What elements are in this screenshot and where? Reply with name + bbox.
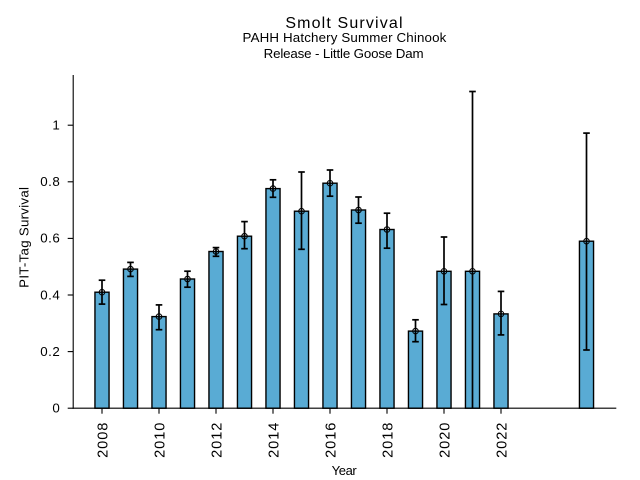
svg-text:2022: 2022 — [494, 422, 510, 458]
svg-text:2016: 2016 — [323, 422, 339, 458]
svg-text:0.6: 0.6 — [40, 231, 60, 246]
svg-text:1: 1 — [52, 118, 60, 133]
svg-text:2012: 2012 — [209, 422, 225, 458]
svg-text:Year: Year — [332, 463, 358, 478]
svg-text:0.4: 0.4 — [40, 287, 60, 302]
svg-text:0: 0 — [52, 401, 60, 416]
svg-text:2020: 2020 — [437, 422, 453, 458]
svg-text:Release - Little Goose Dam: Release - Little Goose Dam — [264, 46, 424, 61]
svg-text:0.8: 0.8 — [40, 174, 60, 189]
svg-text:Smolt Survival: Smolt Survival — [285, 15, 403, 32]
svg-text:PIT-Tag Survival: PIT-Tag Survival — [17, 187, 32, 288]
svg-text:0.2: 0.2 — [40, 344, 60, 359]
svg-text:2018: 2018 — [380, 422, 396, 458]
svg-text:PAHH Hatchery Summer Chinook: PAHH Hatchery Summer Chinook — [243, 30, 447, 45]
svg-text:2008: 2008 — [95, 422, 111, 458]
svg-text:2010: 2010 — [152, 422, 168, 458]
svg-text:2014: 2014 — [266, 422, 282, 458]
